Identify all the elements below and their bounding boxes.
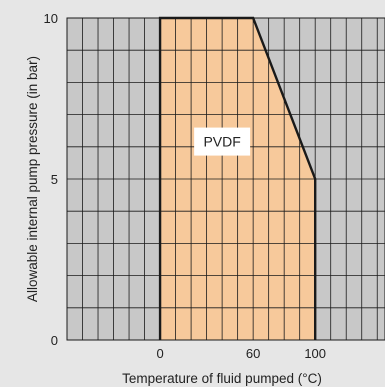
x-tick-label: 0 xyxy=(156,346,163,361)
y-tick-label: 0 xyxy=(51,333,58,348)
y-tick-label: 10 xyxy=(44,11,58,26)
pvdf-label-box xyxy=(194,127,251,156)
pvdf-label: PVDF xyxy=(203,134,240,150)
x-tick-label: 60 xyxy=(246,346,260,361)
x-axis-label: Temperature of fluid pumped (°C) xyxy=(122,371,322,386)
y-tick-label: 5 xyxy=(51,172,58,187)
y-axis-label: Allowable internal pump pressure (in bar… xyxy=(25,56,40,302)
plot-frame xyxy=(66,17,385,341)
x-tick-label: 100 xyxy=(304,346,326,361)
